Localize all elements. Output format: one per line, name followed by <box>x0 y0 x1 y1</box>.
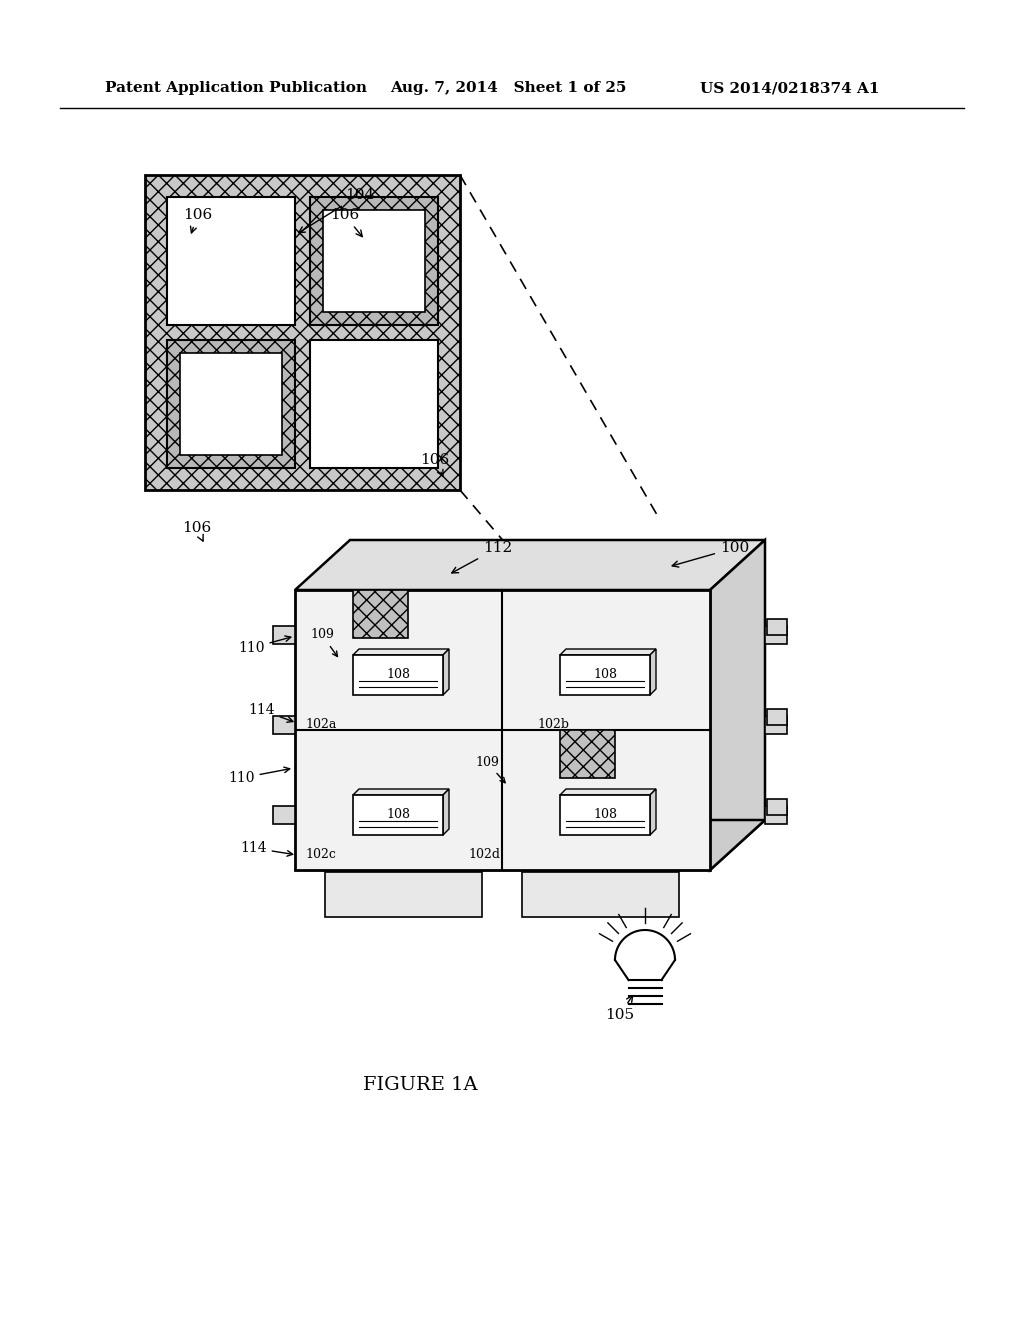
Bar <box>353 590 408 638</box>
Bar <box>145 176 460 490</box>
Bar <box>323 210 425 312</box>
Text: 106: 106 <box>183 209 212 232</box>
Bar <box>767 709 787 725</box>
Polygon shape <box>710 540 765 870</box>
Bar <box>167 341 295 469</box>
Bar <box>295 590 710 870</box>
Bar <box>765 715 787 734</box>
Polygon shape <box>353 649 449 655</box>
Text: 102c: 102c <box>305 849 336 862</box>
Polygon shape <box>650 649 656 696</box>
Text: 102d: 102d <box>468 849 500 862</box>
Bar <box>310 341 438 469</box>
Text: 109: 109 <box>310 628 338 656</box>
Bar <box>767 799 787 814</box>
Text: US 2014/0218374 A1: US 2014/0218374 A1 <box>700 81 880 95</box>
Bar <box>560 795 650 836</box>
Text: Patent Application Publication: Patent Application Publication <box>105 81 367 95</box>
Bar <box>310 197 438 325</box>
Bar <box>560 730 615 777</box>
Text: FIGURE 1A: FIGURE 1A <box>362 1076 477 1094</box>
Bar <box>765 626 787 644</box>
Bar <box>273 807 295 824</box>
Text: 109: 109 <box>475 755 505 783</box>
Polygon shape <box>353 789 449 795</box>
Polygon shape <box>295 820 765 870</box>
Text: 108: 108 <box>386 668 410 681</box>
Polygon shape <box>443 789 449 836</box>
Polygon shape <box>443 649 449 696</box>
Text: Aug. 7, 2014   Sheet 1 of 25: Aug. 7, 2014 Sheet 1 of 25 <box>390 81 627 95</box>
Text: 106: 106 <box>330 209 362 236</box>
Bar <box>167 197 295 325</box>
Bar <box>560 655 650 696</box>
Bar <box>353 655 443 696</box>
Text: 106: 106 <box>420 453 450 477</box>
Text: 108: 108 <box>386 808 410 821</box>
Polygon shape <box>560 789 656 795</box>
Bar <box>767 619 787 635</box>
Polygon shape <box>650 789 656 836</box>
Bar <box>273 715 295 734</box>
Bar <box>180 352 282 455</box>
Bar <box>325 873 482 917</box>
Text: 114: 114 <box>248 704 293 722</box>
Bar <box>522 873 679 917</box>
Text: 112: 112 <box>452 541 512 573</box>
Text: 108: 108 <box>593 668 617 681</box>
Text: 104: 104 <box>299 187 374 232</box>
Text: 100: 100 <box>672 541 750 568</box>
Text: 110: 110 <box>228 767 290 785</box>
Text: 106: 106 <box>182 521 211 541</box>
Text: 105: 105 <box>605 995 634 1022</box>
Text: 114: 114 <box>240 841 293 857</box>
Text: 108: 108 <box>593 808 617 821</box>
Text: 102b: 102b <box>537 718 569 731</box>
Polygon shape <box>560 649 656 655</box>
Bar <box>765 807 787 824</box>
Bar <box>273 626 295 644</box>
Text: 102a: 102a <box>305 718 336 731</box>
Polygon shape <box>295 540 765 590</box>
Bar <box>353 795 443 836</box>
Text: 110: 110 <box>238 636 291 655</box>
